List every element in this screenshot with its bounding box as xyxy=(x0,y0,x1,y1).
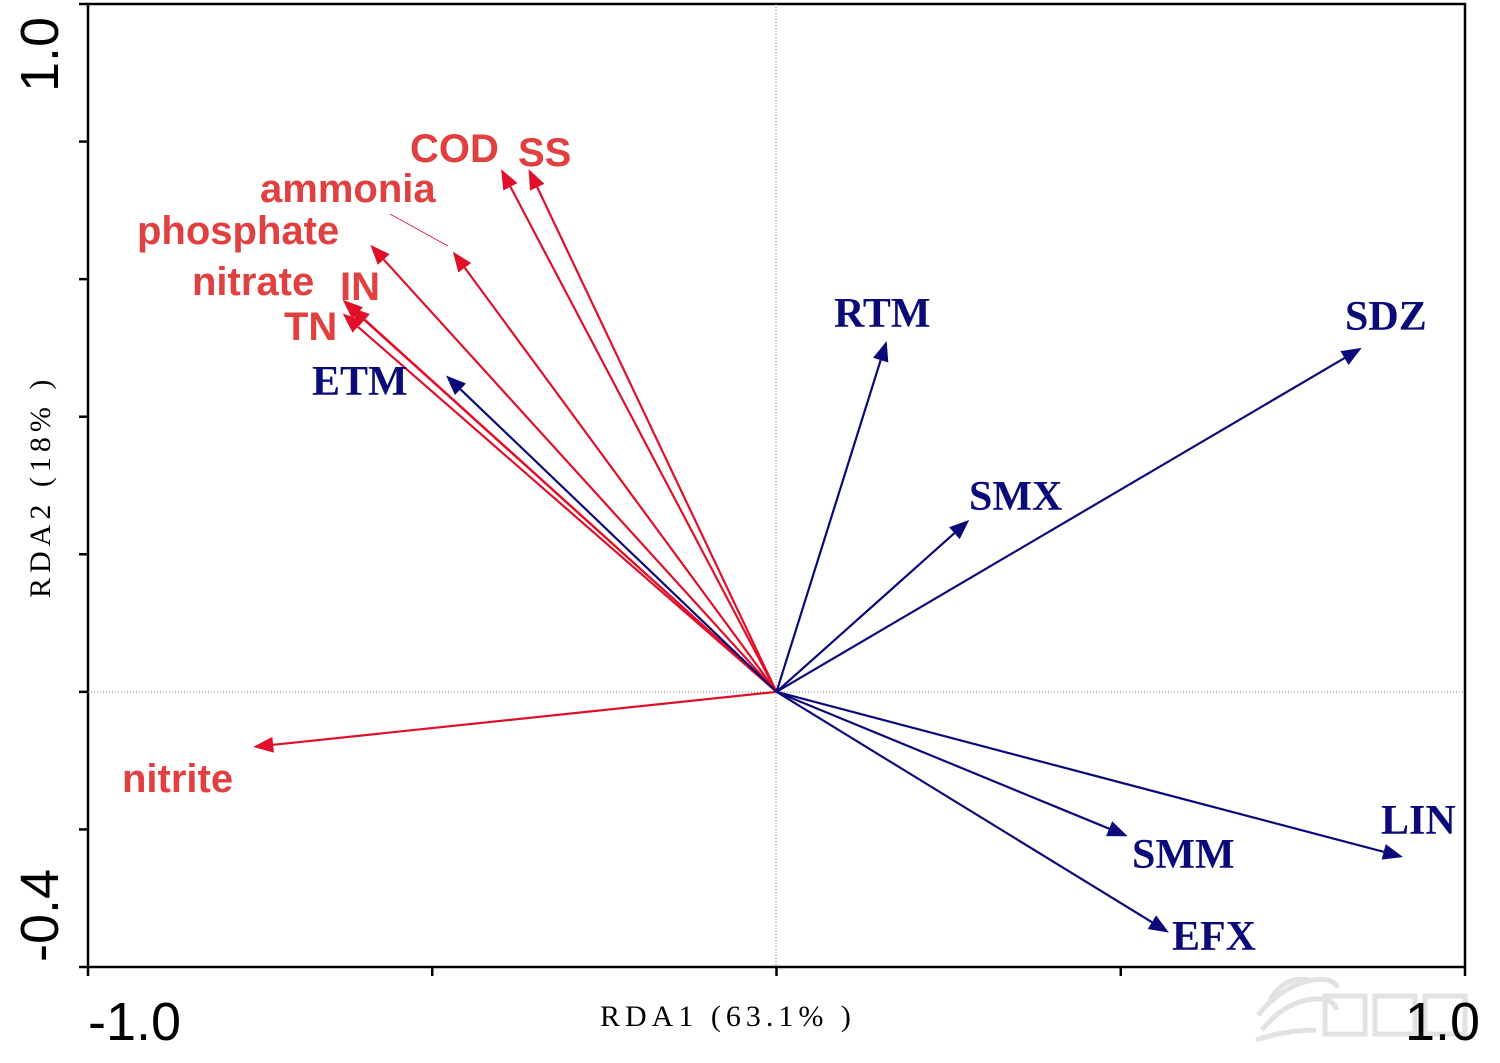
vector-cod xyxy=(509,186,778,693)
vector-label-smx: SMX xyxy=(969,474,1062,520)
vector-sdz xyxy=(775,357,1346,693)
vector-label-nitrite: nitrite xyxy=(122,757,233,801)
arrowhead-rtm xyxy=(873,341,889,363)
vector-label-efx: EFX xyxy=(1172,914,1256,960)
vector-label-ammonia: ammonia xyxy=(260,167,436,211)
arrowhead-efx xyxy=(1147,915,1169,933)
arrowhead-tn xyxy=(342,313,364,333)
arrowhead-smx xyxy=(949,519,970,540)
vector-label-lin: LIN xyxy=(1381,798,1456,844)
arrowhead-phosphate xyxy=(370,244,390,265)
watermark-logo xyxy=(1255,976,1468,1043)
arrowhead-sdz xyxy=(1340,347,1362,365)
vector-rtm xyxy=(775,359,882,693)
vector-smm xyxy=(776,690,1110,830)
vector-label-cod: COD xyxy=(410,127,499,171)
vector-label-smm: SMM xyxy=(1132,832,1235,878)
vector-smx xyxy=(775,532,956,693)
vector-label-rtm: RTM xyxy=(834,291,931,337)
arrowhead-smm xyxy=(1106,821,1128,837)
vector-phosphate xyxy=(382,258,778,693)
vector-label-tn: TN xyxy=(284,305,337,349)
vector-label-sdz: SDZ xyxy=(1345,294,1427,340)
x-tick-label-max: 1.0 xyxy=(1405,992,1480,1052)
vector-etm xyxy=(459,388,778,693)
arrowhead-in xyxy=(342,299,363,320)
y-tick-label-min: -0.4 xyxy=(10,869,70,962)
x-tick-label-min: -1.0 xyxy=(88,992,181,1052)
vector-ammonia xyxy=(463,267,778,693)
arrowhead-nitrite xyxy=(253,736,274,753)
arrowhead-ammonia xyxy=(452,251,472,273)
arrowhead-cod xyxy=(501,169,518,191)
vector-tn xyxy=(357,325,778,693)
vector-ss xyxy=(536,186,778,693)
y-axis-label: RDA2 (18% ) xyxy=(24,375,57,598)
arrowhead-ss xyxy=(528,169,545,191)
vector-label-etm: ETM xyxy=(312,359,408,405)
vector-efx xyxy=(775,690,1153,924)
arrowhead-lin xyxy=(1381,844,1404,860)
vector-label-nitrate: nitrate xyxy=(192,260,314,304)
y-tick-label-max: 1.0 xyxy=(10,17,70,92)
vector-label-in: IN xyxy=(340,265,380,309)
x-axis-label: RDA1 (63.1% ) xyxy=(600,1000,856,1033)
arrowhead-etm xyxy=(446,375,466,396)
ammonia-leader-line xyxy=(389,213,449,247)
vector-label-phosphate: phosphate xyxy=(137,209,339,253)
vector-lin xyxy=(776,690,1384,853)
vector-in xyxy=(356,312,778,693)
vector-nitrite xyxy=(273,690,777,746)
vector-label-ss: SS xyxy=(518,131,571,175)
